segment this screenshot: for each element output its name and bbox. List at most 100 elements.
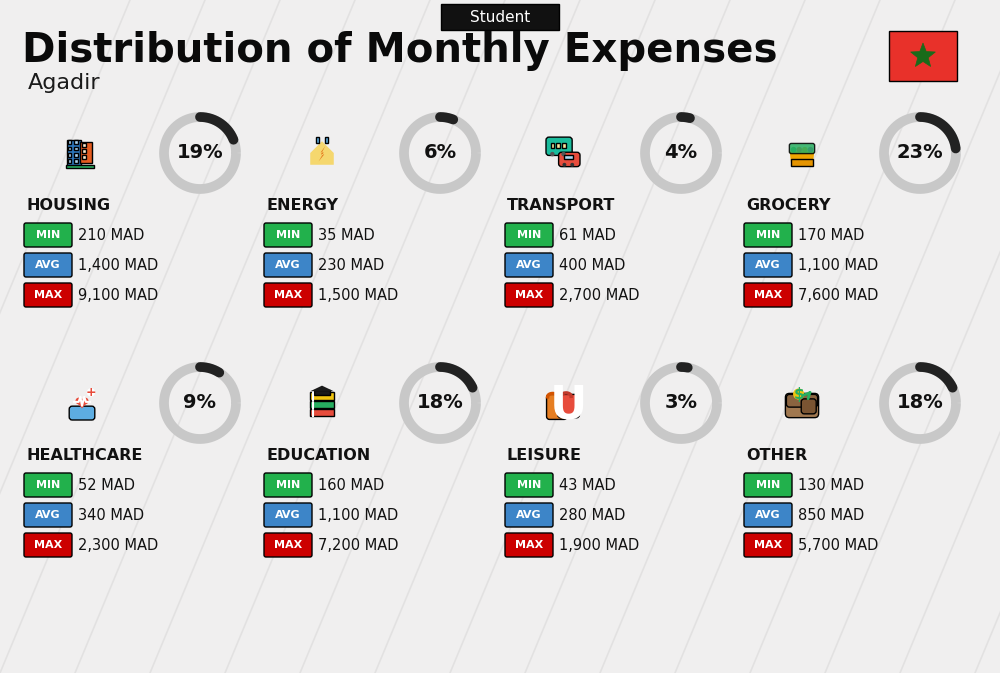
Text: MIN: MIN bbox=[756, 230, 780, 240]
FancyBboxPatch shape bbox=[264, 473, 312, 497]
Text: AVG: AVG bbox=[516, 510, 542, 520]
FancyBboxPatch shape bbox=[74, 159, 78, 163]
Text: MIN: MIN bbox=[756, 480, 780, 490]
Text: 35 MAD: 35 MAD bbox=[318, 227, 375, 242]
FancyBboxPatch shape bbox=[74, 141, 78, 144]
Circle shape bbox=[808, 147, 813, 153]
Text: MIN: MIN bbox=[517, 230, 541, 240]
Text: MAX: MAX bbox=[34, 290, 62, 300]
Text: 170 MAD: 170 MAD bbox=[798, 227, 864, 242]
Text: 1,100 MAD: 1,100 MAD bbox=[318, 507, 398, 522]
FancyBboxPatch shape bbox=[546, 137, 572, 155]
FancyBboxPatch shape bbox=[505, 533, 553, 557]
Text: 61 MAD: 61 MAD bbox=[559, 227, 616, 242]
FancyBboxPatch shape bbox=[505, 503, 553, 527]
FancyBboxPatch shape bbox=[551, 143, 554, 148]
FancyBboxPatch shape bbox=[789, 143, 815, 153]
Text: 1,900 MAD: 1,900 MAD bbox=[559, 538, 639, 553]
Text: 3%: 3% bbox=[664, 394, 698, 413]
FancyBboxPatch shape bbox=[68, 141, 71, 144]
Text: AVG: AVG bbox=[35, 510, 61, 520]
Circle shape bbox=[75, 398, 82, 404]
Text: GROCERY: GROCERY bbox=[746, 197, 830, 213]
FancyBboxPatch shape bbox=[441, 4, 559, 30]
FancyBboxPatch shape bbox=[744, 283, 792, 307]
Polygon shape bbox=[310, 141, 334, 165]
FancyBboxPatch shape bbox=[264, 283, 312, 307]
Text: 1,400 MAD: 1,400 MAD bbox=[78, 258, 158, 273]
Text: HOUSING: HOUSING bbox=[26, 197, 110, 213]
Text: AVG: AVG bbox=[755, 260, 781, 270]
Polygon shape bbox=[319, 146, 325, 162]
Text: 9%: 9% bbox=[184, 394, 216, 413]
Text: 130 MAD: 130 MAD bbox=[798, 478, 864, 493]
Text: AVG: AVG bbox=[275, 510, 301, 520]
FancyBboxPatch shape bbox=[505, 473, 553, 497]
FancyBboxPatch shape bbox=[74, 153, 78, 157]
Circle shape bbox=[82, 398, 89, 404]
Circle shape bbox=[550, 152, 555, 156]
FancyBboxPatch shape bbox=[264, 253, 312, 277]
Circle shape bbox=[570, 163, 574, 167]
FancyBboxPatch shape bbox=[558, 394, 579, 418]
Text: MIN: MIN bbox=[517, 480, 541, 490]
Text: MAX: MAX bbox=[754, 540, 782, 550]
FancyBboxPatch shape bbox=[547, 394, 567, 419]
FancyBboxPatch shape bbox=[310, 409, 334, 417]
Text: MAX: MAX bbox=[754, 290, 782, 300]
FancyBboxPatch shape bbox=[744, 223, 792, 247]
Text: 230 MAD: 230 MAD bbox=[318, 258, 384, 273]
Text: MIN: MIN bbox=[276, 230, 300, 240]
FancyBboxPatch shape bbox=[69, 406, 95, 420]
FancyBboxPatch shape bbox=[24, 253, 72, 277]
Text: MAX: MAX bbox=[274, 290, 302, 300]
FancyBboxPatch shape bbox=[562, 143, 566, 148]
Text: ENERGY: ENERGY bbox=[266, 197, 338, 213]
Text: TRANSPORT: TRANSPORT bbox=[507, 197, 615, 213]
Text: MAX: MAX bbox=[515, 540, 543, 550]
Text: 43 MAD: 43 MAD bbox=[559, 478, 616, 493]
Text: U: U bbox=[550, 384, 587, 428]
FancyBboxPatch shape bbox=[785, 394, 819, 418]
FancyBboxPatch shape bbox=[325, 137, 328, 143]
FancyBboxPatch shape bbox=[82, 155, 86, 159]
Polygon shape bbox=[76, 401, 88, 409]
FancyBboxPatch shape bbox=[24, 223, 72, 247]
Text: AVG: AVG bbox=[755, 510, 781, 520]
Text: EDUCATION: EDUCATION bbox=[266, 448, 370, 462]
FancyBboxPatch shape bbox=[24, 283, 72, 307]
Text: +: + bbox=[86, 386, 96, 399]
Text: 280 MAD: 280 MAD bbox=[559, 507, 625, 522]
FancyBboxPatch shape bbox=[74, 147, 78, 151]
Text: Distribution of Monthly Expenses: Distribution of Monthly Expenses bbox=[22, 31, 778, 71]
FancyBboxPatch shape bbox=[68, 159, 71, 163]
Text: 340 MAD: 340 MAD bbox=[78, 507, 144, 522]
Circle shape bbox=[793, 388, 804, 400]
Text: Agadir: Agadir bbox=[28, 73, 101, 93]
FancyBboxPatch shape bbox=[316, 137, 319, 143]
Text: $: $ bbox=[793, 386, 804, 402]
Text: 9,100 MAD: 9,100 MAD bbox=[78, 287, 158, 302]
FancyBboxPatch shape bbox=[264, 503, 312, 527]
Text: Student: Student bbox=[470, 9, 530, 24]
Text: 160 MAD: 160 MAD bbox=[318, 478, 384, 493]
FancyBboxPatch shape bbox=[68, 147, 71, 151]
FancyBboxPatch shape bbox=[505, 283, 553, 307]
Circle shape bbox=[802, 147, 808, 153]
Text: MIN: MIN bbox=[36, 230, 60, 240]
FancyBboxPatch shape bbox=[559, 152, 580, 167]
Polygon shape bbox=[790, 151, 814, 166]
FancyBboxPatch shape bbox=[505, 223, 553, 247]
Text: 18%: 18% bbox=[897, 394, 943, 413]
FancyBboxPatch shape bbox=[744, 533, 792, 557]
Text: OTHER: OTHER bbox=[746, 448, 807, 462]
FancyBboxPatch shape bbox=[24, 473, 72, 497]
Text: AVG: AVG bbox=[516, 260, 542, 270]
Text: AVG: AVG bbox=[35, 260, 61, 270]
FancyBboxPatch shape bbox=[791, 159, 813, 166]
Text: MAX: MAX bbox=[274, 540, 302, 550]
Text: AVG: AVG bbox=[275, 260, 301, 270]
Text: 1,100 MAD: 1,100 MAD bbox=[798, 258, 878, 273]
FancyBboxPatch shape bbox=[744, 473, 792, 497]
Text: 23%: 23% bbox=[897, 143, 943, 162]
